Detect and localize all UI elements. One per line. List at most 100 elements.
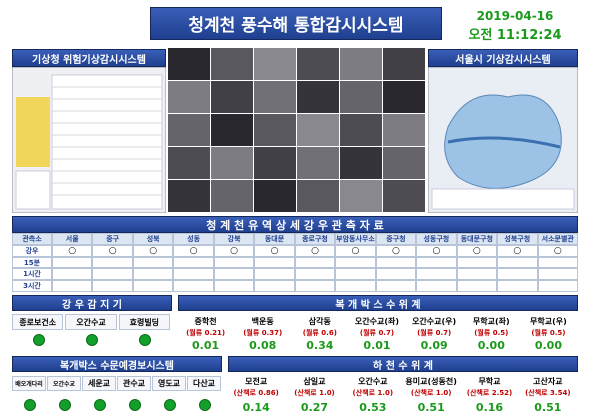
station-name: 무학교(우) bbox=[521, 315, 576, 327]
station-name: 오간수교 bbox=[47, 376, 81, 391]
station-limit: (월류 0.7) bbox=[349, 327, 404, 338]
camera-feed bbox=[340, 180, 382, 212]
table-header: 강북 bbox=[214, 233, 254, 245]
camera-feed bbox=[254, 180, 296, 212]
cctv-grid bbox=[168, 48, 425, 213]
station-limit: (월류 0.6) bbox=[292, 327, 347, 338]
station-name: 종로보건소 bbox=[12, 314, 63, 330]
level-value: 0.51 bbox=[403, 400, 459, 414]
status-dot bbox=[94, 399, 106, 411]
panel-title: 기상청 위험기상감시시스템 bbox=[12, 49, 166, 67]
table-cell bbox=[173, 268, 213, 280]
station-limit: (산책로 1.0) bbox=[286, 387, 342, 398]
camera-feed bbox=[211, 114, 253, 146]
station-name: 효령빌딩 bbox=[119, 314, 170, 330]
table-cell bbox=[497, 268, 537, 280]
time: 오전 11:12:24 bbox=[448, 24, 582, 42]
camera-feed bbox=[168, 147, 210, 179]
table-header: 서울 bbox=[52, 233, 92, 245]
weather-screen bbox=[12, 67, 166, 213]
camera-feed bbox=[297, 48, 339, 80]
camera-feed bbox=[383, 48, 425, 80]
camera-feed bbox=[254, 147, 296, 179]
table-cell: 3시간 bbox=[12, 280, 52, 292]
table-cell bbox=[376, 257, 416, 269]
station-name: 오간수교 bbox=[345, 375, 401, 387]
table-cell bbox=[376, 280, 416, 292]
seoul-map bbox=[428, 67, 578, 213]
table-cell: ○ bbox=[133, 245, 173, 257]
status-dot bbox=[129, 399, 141, 411]
table-cell bbox=[133, 268, 173, 280]
table-cell bbox=[92, 257, 132, 269]
table-cell: 15분 bbox=[12, 257, 52, 269]
table-cell: ○ bbox=[295, 245, 335, 257]
section-title: 복 개 박 스 수 위 계 bbox=[178, 295, 578, 311]
camera-feed bbox=[211, 147, 253, 179]
table-cell bbox=[173, 280, 213, 292]
table-cell bbox=[295, 280, 335, 292]
table-header: 성동 bbox=[173, 233, 213, 245]
station-name: 고산자교 bbox=[520, 375, 576, 387]
table-cell: ○ bbox=[52, 245, 92, 257]
level-value: 0.16 bbox=[461, 400, 517, 414]
table-cell bbox=[52, 268, 92, 280]
station-limit: (월류 0.21) bbox=[178, 327, 233, 338]
station-limit: (월류 0.5) bbox=[521, 327, 576, 338]
level-value: 0.14 bbox=[228, 400, 284, 414]
camera-feed bbox=[168, 48, 210, 80]
station-name: 무학교 bbox=[461, 375, 517, 387]
table-cell: ○ bbox=[376, 245, 416, 257]
table-header: 중구청 bbox=[376, 233, 416, 245]
station-name: 용미교(성동천) bbox=[403, 375, 459, 387]
table-cell bbox=[538, 268, 578, 280]
table-cell bbox=[335, 268, 375, 280]
status-dot bbox=[59, 399, 71, 411]
table-header: 성동구청 bbox=[416, 233, 456, 245]
status-dot bbox=[33, 334, 45, 346]
table-cell bbox=[254, 268, 294, 280]
camera-feed bbox=[340, 114, 382, 146]
table-cell bbox=[92, 280, 132, 292]
camera-feed bbox=[383, 147, 425, 179]
camera-feed bbox=[297, 147, 339, 179]
camera-feed bbox=[254, 48, 296, 80]
table-cell: ○ bbox=[538, 245, 578, 257]
table-header: 동대문 bbox=[254, 233, 294, 245]
table-cell bbox=[133, 257, 173, 269]
table-cell bbox=[254, 280, 294, 292]
station-name: 세운교 bbox=[82, 376, 116, 391]
table-cell bbox=[52, 280, 92, 292]
table-header: 서소문별관 bbox=[538, 233, 578, 245]
table-cell bbox=[457, 280, 497, 292]
level-value: 0.08 bbox=[235, 338, 290, 352]
status-dot bbox=[24, 399, 36, 411]
station-name: 다산교 bbox=[187, 376, 221, 391]
station-limit: (산책로 3.54) bbox=[520, 387, 576, 398]
table-cell bbox=[416, 268, 456, 280]
table-cell bbox=[538, 257, 578, 269]
status-dot bbox=[199, 399, 211, 411]
table-cell bbox=[497, 280, 537, 292]
table-header: 중구 bbox=[92, 233, 132, 245]
table-cell: ○ bbox=[173, 245, 213, 257]
panel-title: 서울시 기상감시시스템 bbox=[428, 49, 578, 67]
camera-feed bbox=[211, 180, 253, 212]
table-cell bbox=[376, 268, 416, 280]
station-limit: (월류 0.5) bbox=[464, 327, 519, 338]
level-value: 0.09 bbox=[407, 338, 462, 352]
section-title: 강 우 감 지 기 bbox=[12, 295, 172, 311]
station-name: 모전교 bbox=[228, 375, 284, 387]
level-value: 0.53 bbox=[345, 400, 401, 414]
table-header: 성북 bbox=[133, 233, 173, 245]
station-name: 관수교 bbox=[117, 376, 151, 391]
station-name: 백운동 bbox=[235, 315, 290, 327]
table-header: 동대문구청 bbox=[457, 233, 497, 245]
status-dot bbox=[86, 334, 98, 346]
table-cell bbox=[214, 280, 254, 292]
level-value: 0.27 bbox=[286, 400, 342, 414]
camera-feed bbox=[168, 114, 210, 146]
table-cell bbox=[335, 280, 375, 292]
level-value: 0.01 bbox=[349, 338, 404, 352]
table-header: 성북구청 bbox=[497, 233, 537, 245]
